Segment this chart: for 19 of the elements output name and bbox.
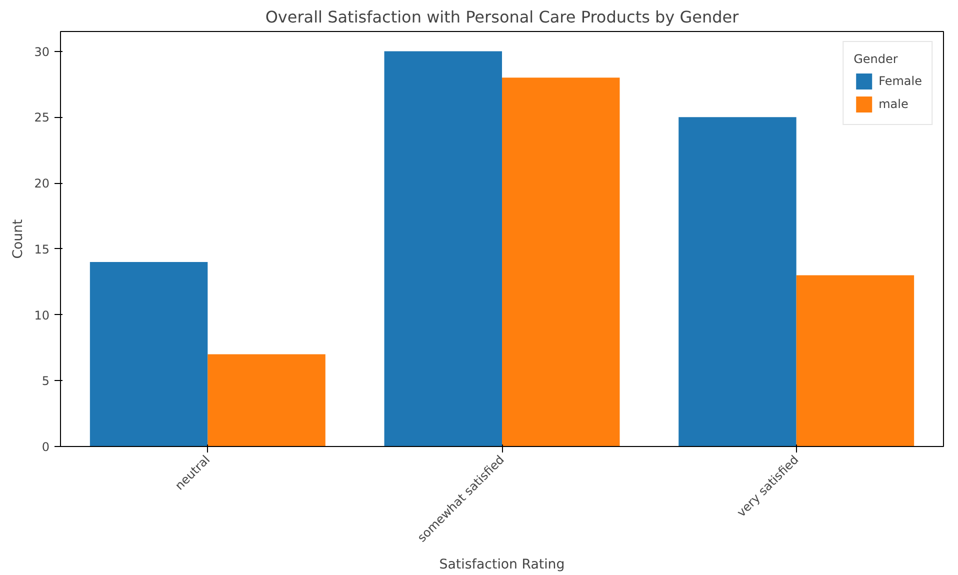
legend-title: Gender [854,52,899,66]
y-tick-label: 30 [34,44,50,59]
y-tick-label: 5 [42,374,50,388]
bar [208,354,326,446]
bar [796,275,914,446]
y-tick-label: 10 [34,308,50,322]
y-axis-title: Count [11,219,26,259]
bar [90,262,208,446]
x-axis-title: Satisfaction Rating [439,558,565,573]
y-tick-label: 20 [34,176,50,191]
bar [678,117,796,446]
chart-title: Overall Satisfaction with Personal Care Products by Gender [265,8,740,26]
legend-label: male [878,97,908,111]
y-tick-label: 15 [34,242,50,256]
bar [384,51,502,446]
legend-label: Female [878,74,922,88]
y-tick-label: 25 [34,110,50,125]
bar [502,78,620,446]
y-tick-label: 0 [42,440,50,454]
